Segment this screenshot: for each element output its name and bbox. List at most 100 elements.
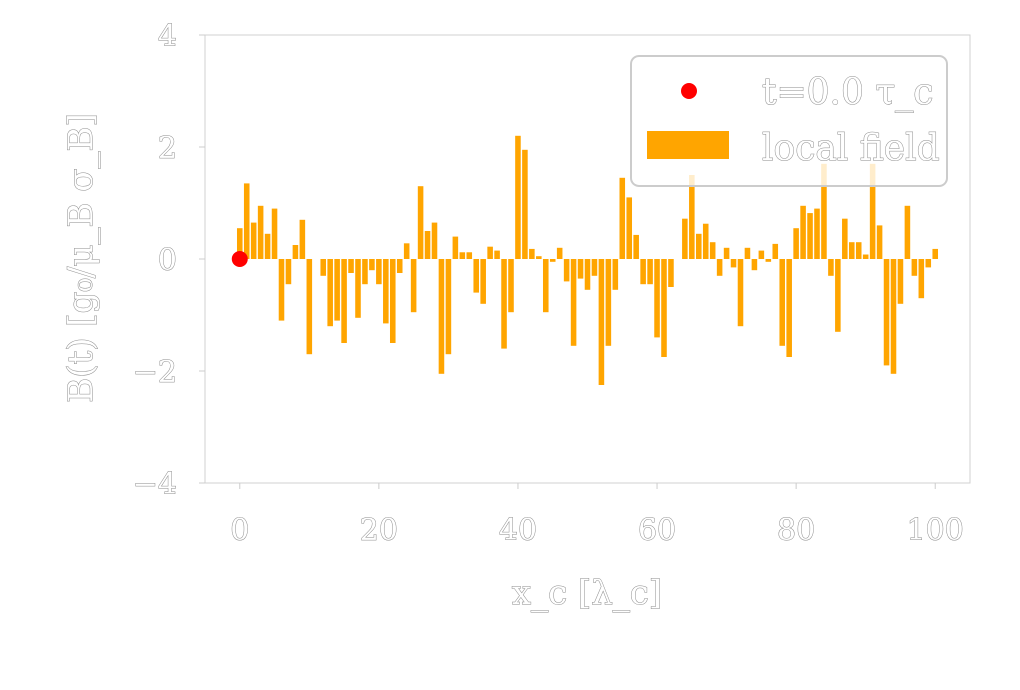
bar — [563, 259, 570, 282]
bar — [612, 259, 619, 290]
bars-layer — [236, 135, 939, 385]
x-tick-label: 0 — [230, 513, 249, 548]
bar — [758, 250, 765, 259]
bar — [591, 259, 598, 276]
legend-point-marker — [681, 83, 697, 99]
bar — [264, 233, 271, 259]
x-tick-label: 60 — [638, 513, 676, 548]
y-axis-label: B(t) [g₀/μ_B σ_B] — [61, 113, 101, 402]
bar — [473, 259, 480, 293]
bar — [848, 242, 855, 259]
bar — [842, 218, 848, 259]
bar — [730, 259, 737, 268]
bar — [285, 259, 292, 285]
bar — [327, 259, 333, 327]
bar — [619, 177, 626, 259]
bar — [737, 259, 744, 327]
bar — [515, 135, 521, 259]
bar — [779, 259, 786, 346]
x-tick-label: 100 — [907, 513, 964, 548]
legend-label-bars: local field — [762, 128, 940, 169]
bar — [814, 208, 820, 259]
bar — [744, 247, 751, 259]
bar — [577, 259, 584, 279]
x-axis-label: x_c [λ_c] — [512, 573, 662, 613]
bar — [348, 259, 354, 273]
bar — [709, 242, 716, 259]
bar — [911, 259, 918, 276]
bar — [821, 163, 827, 259]
bar — [598, 259, 605, 385]
bar — [702, 223, 709, 259]
bar — [431, 222, 438, 259]
bar — [807, 213, 813, 259]
bar — [751, 259, 758, 271]
bar — [459, 252, 466, 259]
bar — [452, 236, 459, 259]
bar — [542, 259, 549, 313]
bar — [536, 256, 542, 259]
x-tick-label: 40 — [499, 513, 537, 548]
bar — [306, 259, 313, 355]
bar — [668, 259, 674, 287]
bar — [362, 259, 368, 285]
legend-label-point: t=0.0 τ_c — [762, 72, 933, 113]
bar — [480, 259, 486, 304]
data-point — [231, 251, 248, 267]
bar — [355, 259, 361, 318]
bar — [800, 205, 806, 259]
legend-bar-swatch — [647, 131, 729, 159]
bar — [522, 149, 528, 259]
bar — [250, 222, 257, 259]
bar — [271, 208, 278, 259]
y-tick-label: −4 — [133, 467, 177, 502]
y-tick-label: −2 — [133, 355, 177, 390]
bar — [876, 225, 883, 259]
bar — [835, 259, 841, 332]
bar — [257, 205, 264, 259]
bar — [383, 259, 389, 324]
bar — [466, 252, 473, 259]
bar — [292, 245, 299, 259]
bar — [828, 259, 834, 276]
bar — [549, 259, 556, 262]
bar — [487, 246, 493, 259]
bar — [883, 259, 890, 366]
bar — [556, 247, 563, 259]
bar — [376, 259, 382, 285]
bar — [626, 197, 633, 259]
y-tick-label: 4 — [158, 19, 177, 54]
bar — [918, 259, 925, 299]
bar — [869, 163, 876, 259]
bar — [897, 259, 904, 304]
bar — [925, 259, 932, 268]
bar — [369, 259, 375, 271]
bar — [661, 259, 667, 357]
bar — [723, 247, 730, 259]
bar — [334, 259, 340, 321]
bar — [647, 259, 653, 285]
bar — [417, 186, 424, 259]
bar — [584, 259, 591, 290]
bar — [695, 233, 702, 259]
bar — [890, 259, 897, 374]
bar — [855, 242, 862, 259]
bar — [772, 243, 779, 259]
bar — [445, 259, 452, 355]
bar — [793, 228, 799, 259]
y-tick-label: 0 — [158, 243, 177, 278]
bar — [278, 259, 285, 321]
bar — [640, 259, 646, 285]
legend: t=0.0 τ_c local field — [630, 55, 948, 187]
bar — [786, 259, 792, 357]
bar — [932, 248, 939, 259]
bar — [570, 259, 577, 346]
x-tick-label: 80 — [777, 513, 815, 548]
bar — [243, 183, 250, 259]
bar — [654, 259, 660, 338]
y-tick-label: 2 — [158, 131, 177, 166]
bar — [529, 248, 535, 259]
bar — [904, 205, 911, 259]
bar — [396, 259, 403, 273]
bar — [605, 259, 612, 346]
